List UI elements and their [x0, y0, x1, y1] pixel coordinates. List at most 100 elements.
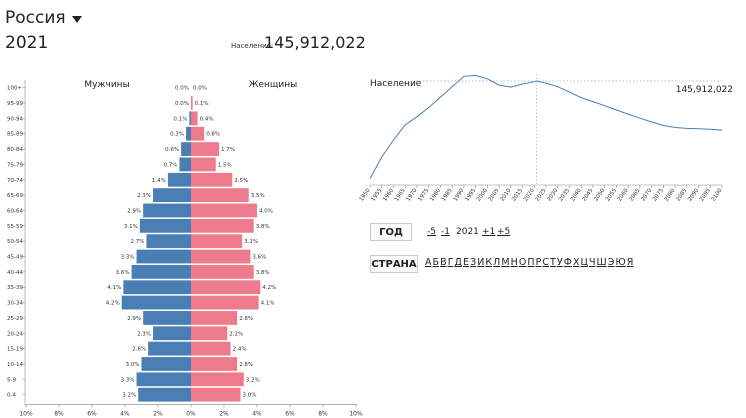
country-letter-link[interactable]: Ш: [596, 257, 607, 268]
female-bar: [191, 357, 238, 371]
chevron-down-icon[interactable]: [71, 15, 82, 23]
female-value-label: 1.7%: [221, 147, 235, 153]
male-bar: [167, 172, 191, 187]
x-tick-label: 2090: [687, 187, 700, 202]
country-letter-link[interactable]: И: [477, 257, 485, 268]
female-bar: [191, 326, 228, 341]
male-value-label: 1.4%: [152, 178, 166, 184]
x-tick-label: 1955: [370, 187, 383, 202]
country-letter-link[interactable]: К: [485, 257, 493, 268]
male-bar: [121, 295, 191, 310]
x-tick-label: 2050: [593, 187, 606, 202]
male-bar: [143, 311, 191, 325]
country-letter-link[interactable]: А: [425, 257, 432, 268]
age-group-label: 40-44: [7, 270, 23, 276]
female-value-label: 2.4%: [233, 347, 247, 353]
country-letter-link[interactable]: Ф: [563, 257, 572, 268]
female-value-label: 0.8%: [206, 132, 220, 138]
country-letter-link[interactable]: Л: [493, 257, 501, 268]
x-tick-label: 2010: [499, 187, 512, 202]
x-tick-label: 2060: [617, 187, 630, 202]
male-value-label: 2.9%: [127, 316, 141, 322]
x-tick-label: 4%: [120, 410, 130, 417]
x-tick-label: 8%: [54, 410, 64, 417]
male-bar: [153, 326, 191, 341]
age-group-label: 90-94: [7, 116, 23, 122]
x-tick-label: 6%: [87, 410, 97, 417]
x-tick-label: 2095: [699, 187, 712, 202]
country-letter-link[interactable]: О: [518, 257, 527, 268]
male-value-label: 0.0%: [175, 86, 189, 92]
x-tick-label: 2000: [476, 187, 489, 202]
male-value-label: 0.7%: [163, 162, 177, 168]
year-minus5-link[interactable]: -5: [427, 227, 436, 237]
male-value-label: 3.6%: [116, 270, 130, 276]
male-value-label: 0.0%: [175, 101, 189, 107]
x-tick-label: 2085: [675, 187, 688, 202]
male-bar: [153, 188, 191, 203]
female-value-label: 3.0%: [243, 393, 257, 399]
country-letter-link[interactable]: М: [501, 257, 510, 268]
x-tick-label: 2%: [153, 410, 163, 417]
country-button[interactable]: СТРАНА: [370, 255, 418, 273]
x-tick-label: 2005: [488, 187, 501, 202]
male-value-label: 3.0%: [126, 362, 140, 368]
female-value-label: 4.0%: [259, 208, 273, 214]
male-bar: [136, 249, 191, 264]
male-value-label: 3.1%: [124, 224, 138, 230]
country-letter-link[interactable]: У: [556, 257, 563, 268]
year-plus5-link[interactable]: +5: [497, 227, 511, 237]
year-plus1-link[interactable]: +1: [482, 227, 496, 237]
male-bar: [131, 264, 191, 279]
country-letter-link[interactable]: З: [470, 257, 477, 268]
x-tick-label: 2080: [664, 187, 677, 202]
female-bar: [191, 218, 254, 233]
country-letter-link[interactable]: П: [527, 257, 535, 268]
country-selector[interactable]: Россия: [5, 8, 82, 28]
male-value-label: 2.7%: [130, 239, 144, 245]
female-bar: [191, 142, 220, 156]
male-value-label: 3.3%: [121, 255, 135, 261]
x-tick-label: 1980: [429, 187, 442, 202]
country-letter-link[interactable]: В: [440, 257, 447, 268]
x-tick-label: 1960: [382, 187, 395, 202]
country-letter-link[interactable]: Д: [454, 257, 462, 268]
country-letter-link[interactable]: Е: [463, 257, 470, 268]
age-group-label: 100+: [7, 86, 22, 92]
x-tick-label: 10%: [19, 410, 33, 417]
male-bar: [139, 218, 191, 233]
country-letter-link[interactable]: Ю: [615, 257, 626, 268]
age-group-label: 75-79: [7, 162, 23, 168]
age-group-label: 80-84: [7, 147, 23, 153]
country-letter-link[interactable]: Ч: [588, 257, 596, 268]
country-letter-link[interactable]: Г: [447, 257, 454, 268]
x-tick-label: 2015: [511, 187, 524, 202]
female-bar: [191, 341, 231, 356]
male-bar: [148, 341, 191, 356]
x-tick-label: 1970: [406, 187, 419, 202]
female-value-label: 3.1%: [244, 239, 258, 245]
country-letter-link[interactable]: Р: [535, 257, 542, 268]
female-bar: [191, 311, 238, 325]
male-value-label: 2.3%: [137, 331, 151, 337]
year-minus1-link[interactable]: -1: [441, 227, 450, 237]
country-letter-link[interactable]: Н: [510, 257, 518, 268]
country-letter-link[interactable]: С: [542, 257, 549, 268]
age-group-label: 30-34: [7, 301, 23, 307]
country-letter-link[interactable]: Я: [626, 257, 634, 268]
country-letter-link[interactable]: Ц: [580, 257, 588, 268]
female-value-label: 3.6%: [252, 255, 266, 261]
year-button[interactable]: ГОД: [370, 223, 412, 241]
country-letter-link[interactable]: Х: [572, 257, 580, 268]
country-letter-link[interactable]: Э: [607, 257, 615, 268]
age-group-label: 5-9: [7, 377, 16, 383]
country-letter-link[interactable]: Т: [550, 257, 556, 268]
country-letter-link[interactable]: Б: [432, 257, 440, 268]
x-tick-label: 2055: [605, 187, 618, 202]
x-tick-label: 2%: [219, 410, 229, 417]
male-value-label: 2.6%: [132, 347, 146, 353]
male-bar: [138, 387, 191, 402]
